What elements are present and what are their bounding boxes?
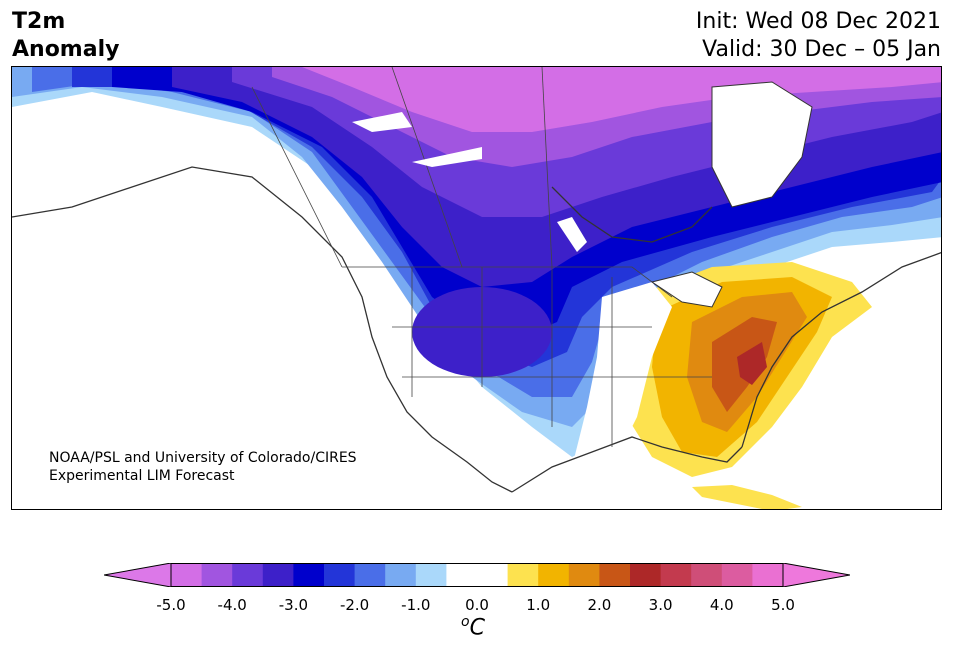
credit-line-1: NOAA/PSL and University of Colorado/CIRE… <box>49 450 357 466</box>
colorbar-segment <box>171 563 203 587</box>
colorbar-segment <box>691 563 723 587</box>
colorbar-extend-high <box>782 563 850 587</box>
colorbar-segment <box>262 563 294 587</box>
colorbar-tick-labels: -5.0 -4.0 -3.0 -2.0 -1.0 0.0 1.0 2.0 3.0 4.0 5.0 <box>0 596 953 616</box>
colorbar-tick-label: -5.0 <box>156 596 186 614</box>
colorbar-tick-label: -1.0 <box>401 596 431 614</box>
coastlines <box>12 166 941 493</box>
colorbar-tick-label: 1.0 <box>526 596 551 614</box>
colorbar-segment <box>599 563 631 587</box>
colorbar <box>104 563 850 587</box>
colorbar-segment <box>293 563 325 587</box>
colorbar-unit: oC <box>461 614 485 640</box>
coastline-west <box>12 166 513 493</box>
coastline-hudson <box>551 186 713 243</box>
anomaly-region-neutral <box>572 282 672 487</box>
colorbar-extend-low <box>104 563 172 587</box>
colorbar-segment <box>630 563 662 587</box>
great-lakes <box>650 271 723 308</box>
forecast-dates: Init: Wed 08 Dec 2021 Valid: 30 Dec – 05… <box>696 8 941 64</box>
coastline-gulf <box>511 436 743 493</box>
colorbar-segment <box>660 563 692 587</box>
colorbar-tick-label: -4.0 <box>217 596 247 614</box>
anomaly-map <box>11 66 942 510</box>
province-1 <box>251 86 343 268</box>
anomaly-region-magenta <box>302 67 941 132</box>
hudson-bay <box>711 81 813 208</box>
colorbar-tick-label: 2.0 <box>587 596 612 614</box>
colorbar-segment <box>324 563 356 587</box>
valid-date: Valid: 30 Dec – 05 Jan <box>702 37 941 62</box>
credit-line-2: Experimental LIM Forecast <box>49 468 235 484</box>
colorbar-segment <box>538 563 570 587</box>
unit-base: C <box>469 615 485 641</box>
lake-patch-1 <box>352 112 412 132</box>
colorbar-segment <box>507 563 539 587</box>
province-3 <box>541 67 553 268</box>
colorbar-outline <box>170 563 784 587</box>
province-2 <box>391 67 463 268</box>
colorbar-tick-label: 4.0 <box>709 596 734 614</box>
colorbar-segment <box>568 563 600 587</box>
title-line-2: Anomaly <box>12 37 120 62</box>
colorbar-tick-label: 0.0 <box>465 596 489 614</box>
init-date: Init: Wed 08 Dec 2021 <box>695 9 941 34</box>
anomaly-region-cuba <box>692 485 802 509</box>
anomaly-region-red <box>737 342 767 385</box>
lake-patch-2 <box>412 147 482 167</box>
colorbar-tick-label: 5.0 <box>771 596 795 614</box>
state-boundaries <box>251 67 712 447</box>
colorbar-tick-label: -2.0 <box>339 596 370 614</box>
coastline-east <box>741 252 941 448</box>
credit-text: NOAA/PSL and University of Colorado/CIRE… <box>49 449 357 485</box>
colorbar-segment <box>385 563 417 587</box>
colorbar-segment <box>354 563 386 587</box>
colorbar-segment <box>415 563 447 587</box>
title-line-1: T2m <box>12 9 66 34</box>
map-svg <box>12 67 941 509</box>
colorbar-tick-label: -3.0 <box>278 596 309 614</box>
colorbar-segment <box>477 563 509 587</box>
colorbar-tick-label: 3.0 <box>648 596 673 614</box>
colorbar-segment <box>721 563 753 587</box>
colorbar-segment <box>232 563 264 587</box>
unit-degree-prefix: o <box>461 614 470 630</box>
colorbar-segment <box>201 563 233 587</box>
lake-patch-3 <box>557 217 587 252</box>
map-title: T2m Anomaly <box>12 8 119 64</box>
colorbar-segment <box>446 563 478 587</box>
colorbar-segment <box>752 563 784 587</box>
